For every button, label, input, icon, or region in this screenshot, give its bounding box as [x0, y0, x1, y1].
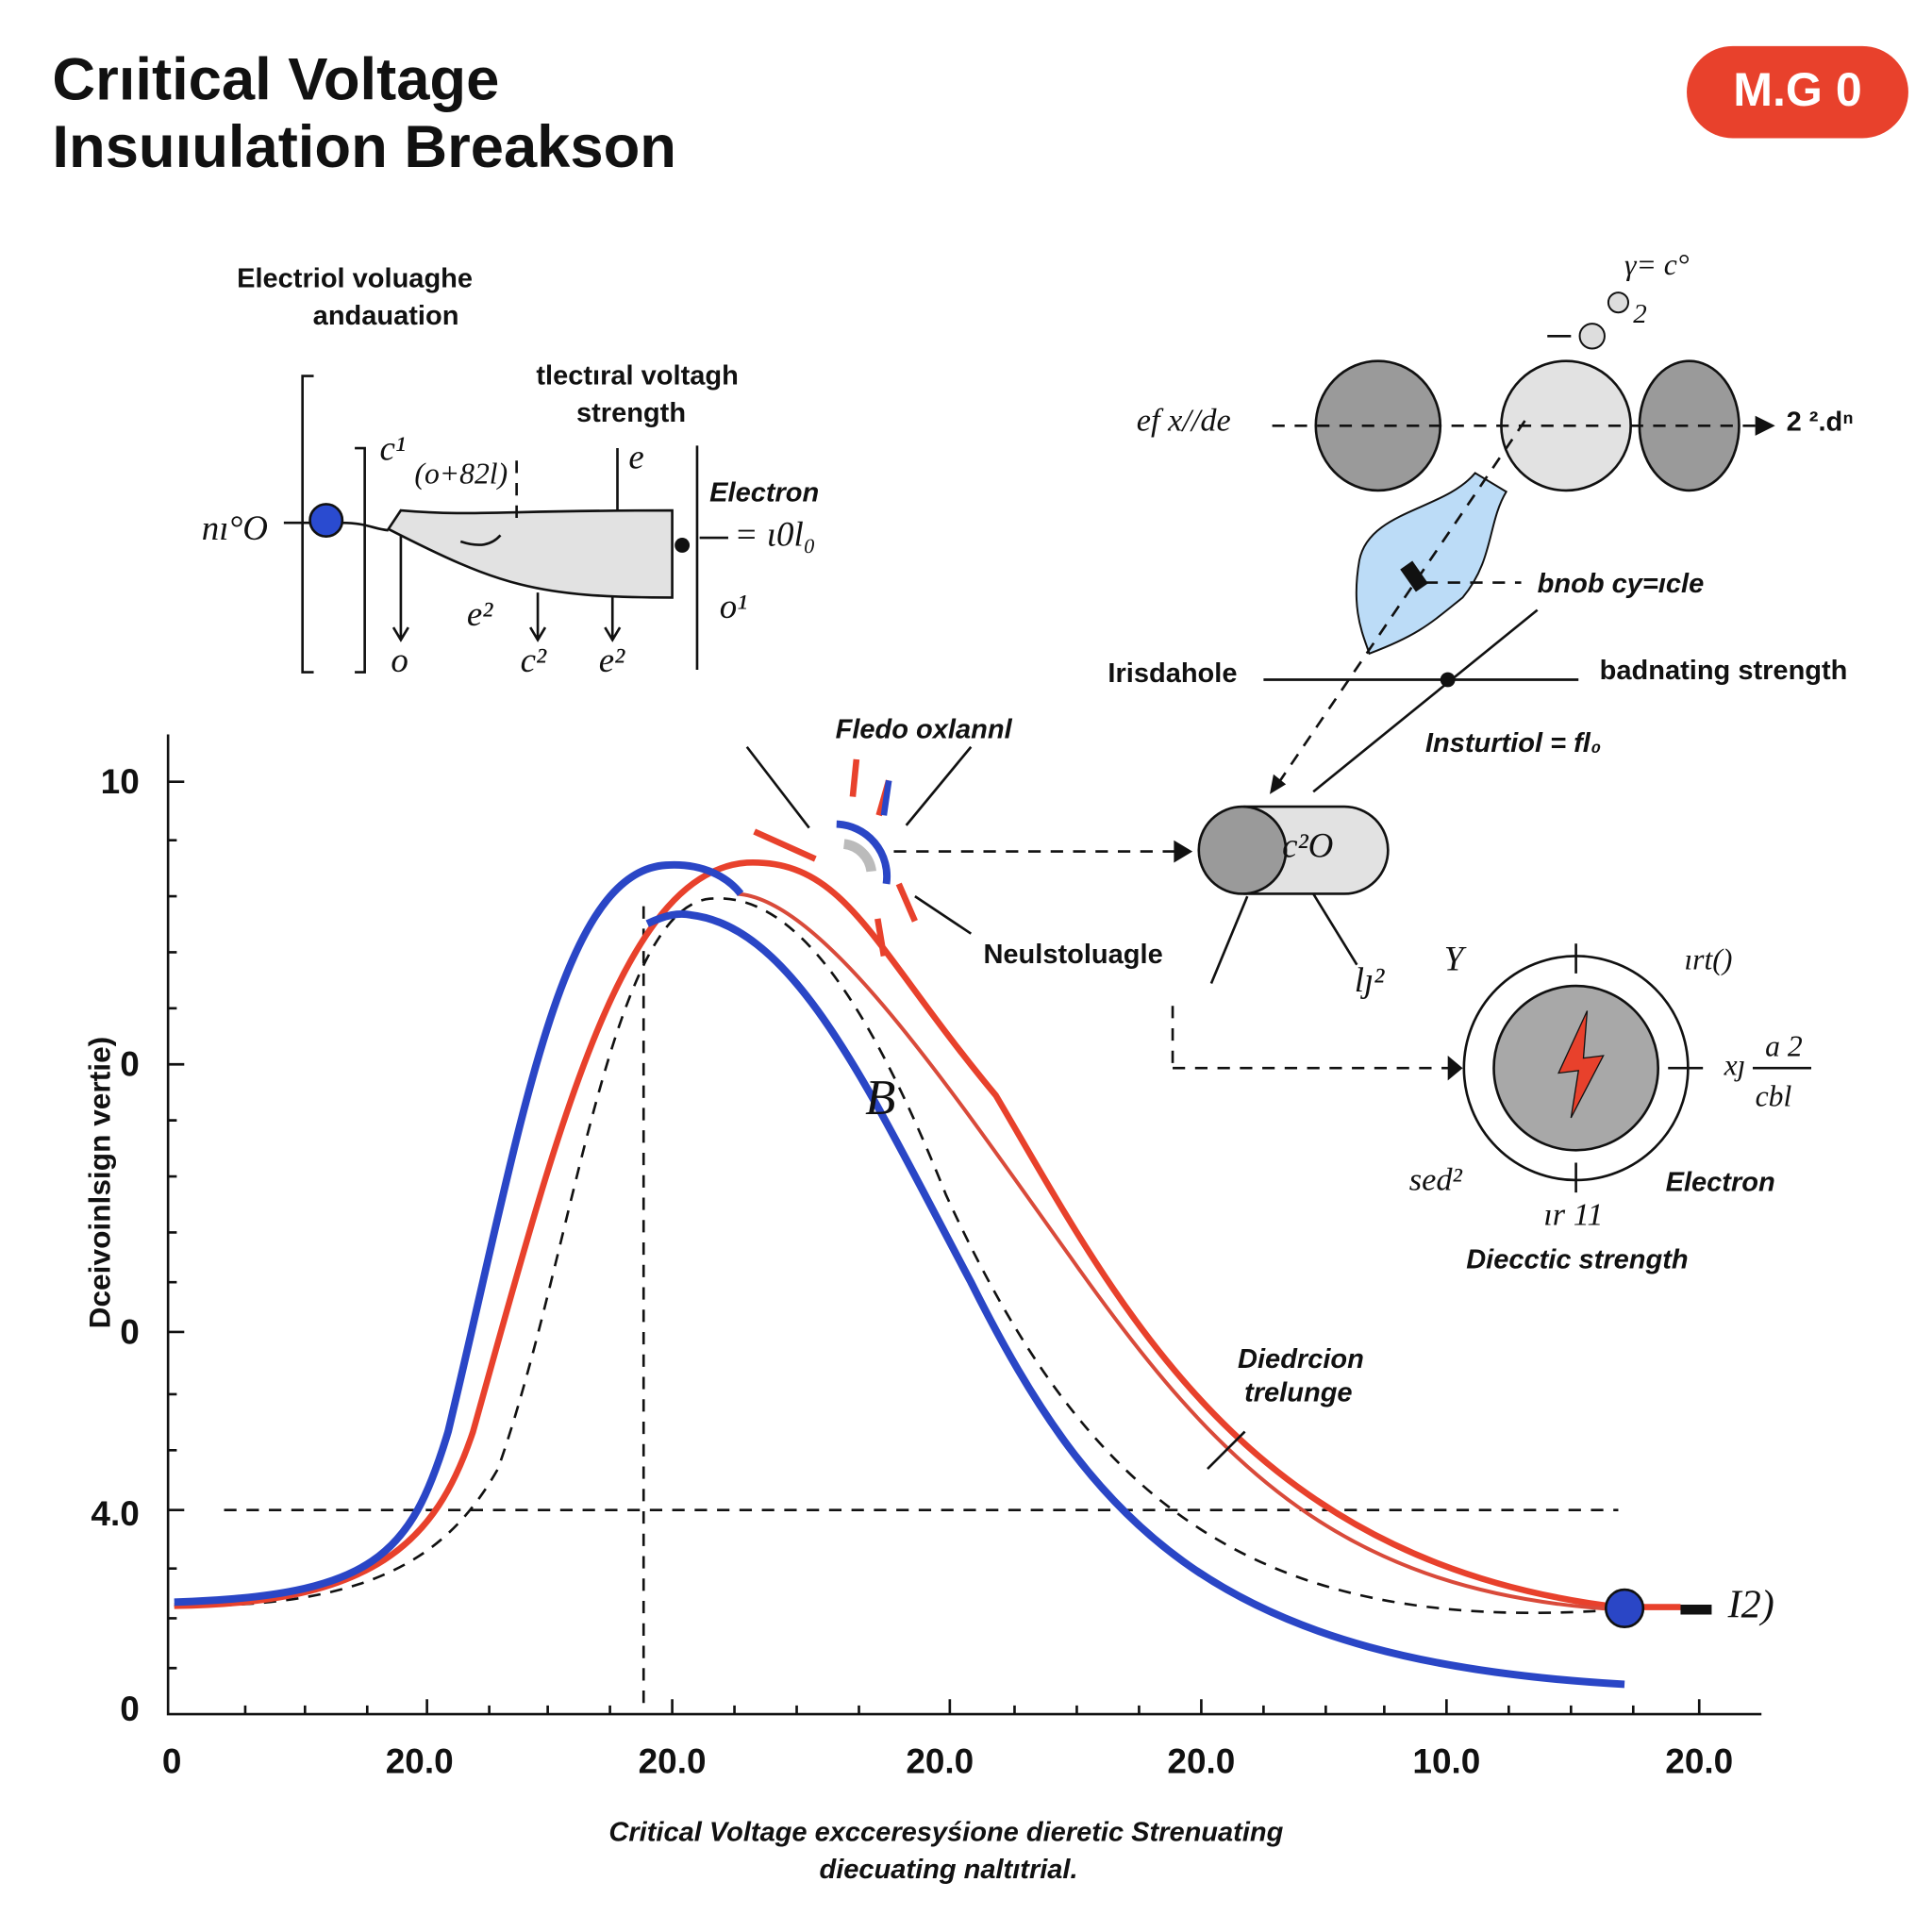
label: o¹: [720, 587, 748, 625]
label: Diecctic strength: [1466, 1244, 1688, 1274]
label: Electron: [709, 478, 819, 508]
label: 2 ².dⁿ: [1787, 407, 1854, 437]
left-diagram: Electriol voluaghe andauation tlectıral …: [202, 264, 819, 679]
label: bnob cy=ıcle: [1538, 569, 1705, 599]
label: c²O: [1282, 825, 1333, 864]
x-tick-label: 20.0: [639, 1742, 707, 1781]
x-tick-label: 20.0: [386, 1742, 454, 1781]
x-tick-label: 0: [162, 1742, 182, 1781]
label: andauation: [313, 301, 459, 331]
label: Electriol voluaghe: [237, 264, 473, 294]
caption: Critical Voltage excceresyśione dieretic…: [608, 1817, 1283, 1847]
label: c²: [521, 641, 547, 679]
label: Electron: [1666, 1168, 1775, 1198]
label: γ= c°: [1624, 248, 1690, 281]
label: o: [391, 641, 408, 679]
label: badnating strength: [1600, 656, 1848, 686]
label: ırt(): [1684, 942, 1732, 975]
y-tick-label: 0: [120, 1690, 140, 1728]
label: = ι0l₀: [735, 515, 816, 554]
label: sed²: [1409, 1161, 1463, 1197]
plot: 10 0 0 4.0 0 0 20.0 20.0 20.0 20.0 10.0 …: [83, 714, 1774, 1885]
label: strength: [576, 398, 686, 428]
annotation: B: [865, 1071, 895, 1125]
label: e: [628, 438, 643, 476]
y-tick-label: 10: [101, 762, 140, 801]
x-tick-label: 20.0: [906, 1742, 974, 1781]
y-tick-label: 0: [120, 1045, 140, 1084]
label: ef x//de: [1137, 403, 1231, 439]
badge: [1687, 45, 1908, 139]
x-tick-label: 10.0: [1412, 1742, 1480, 1781]
label: Irisdahole: [1108, 658, 1237, 689]
label: lȷ²: [1355, 960, 1386, 999]
y-tick-label: 0: [120, 1312, 140, 1351]
annotation: trelunge: [1244, 1378, 1352, 1408]
label: e²: [599, 641, 625, 679]
label: nı°O: [202, 508, 268, 547]
x-tick-label: 20.0: [1167, 1742, 1235, 1781]
badge-text: M.G 0: [1733, 63, 1861, 116]
annotation: Fledo oxlannl: [836, 714, 1013, 744]
label: 2: [1633, 299, 1647, 329]
annotation: I2): [1727, 1583, 1774, 1627]
label: xȷ: [1724, 1048, 1746, 1081]
label: tlectıral voltagh: [536, 361, 738, 391]
title-line: Insuıulation Breakson: [52, 114, 676, 180]
y-axis-label: Dceivoinlsign vertie): [83, 1037, 117, 1329]
label: c¹: [379, 428, 405, 467]
label: a 2: [1765, 1030, 1803, 1063]
label: Y: [1444, 940, 1467, 978]
title-line: Crıitical Voltage: [52, 47, 499, 113]
label: e²: [467, 594, 493, 633]
annotation: Diedrcion: [1238, 1344, 1364, 1374]
right-diagram: γ= c° 2 ef x//de 2 ².dⁿ bnob cy=ıcle Iri…: [1108, 248, 1853, 1274]
y-tick-label: 4.0: [91, 1494, 139, 1533]
x-tick-label: 20.0: [1665, 1742, 1733, 1781]
annotation: Neulstoluagle: [983, 940, 1162, 970]
label: cbl: [1756, 1079, 1792, 1112]
label: ır 11: [1543, 1196, 1603, 1232]
label: (o+82l): [414, 458, 508, 491]
caption: diecuating naltıtrial.: [819, 1855, 1077, 1885]
label: Insturtiol = fl₀: [1425, 728, 1601, 758]
